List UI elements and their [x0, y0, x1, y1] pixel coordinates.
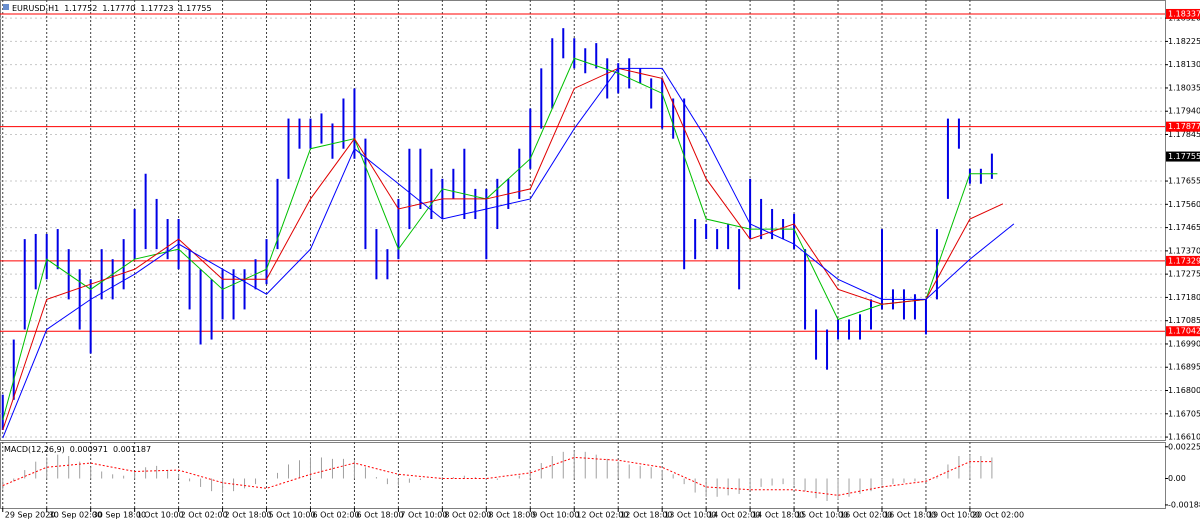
level-label: 1.17329: [1168, 256, 1200, 265]
header-value: 0.000971: [70, 445, 108, 454]
x-tick-label: 6 Oct 02:00: [312, 511, 359, 520]
y-tick-label: 1.17845: [1168, 130, 1200, 139]
y-tick-label: 1.17370: [1168, 246, 1200, 255]
header-title: MACD(12,26,9): [4, 445, 65, 454]
chart-icon: [3, 4, 9, 10]
x-tick-label: 14 Oct 02:00: [708, 511, 760, 520]
chart-header: EURUSD,H1 1.17752 1.17770 1.17723 1.17755: [12, 4, 212, 13]
x-tick-label: 16 Oct 02:00: [840, 511, 892, 520]
x-tick-label: 7 Oct 10:00: [400, 511, 447, 520]
y-tick-label: 0.00: [1168, 474, 1186, 483]
x-tick-label: 6 Oct 18:00: [356, 511, 403, 520]
x-tick-label: 12 Oct 02:00: [576, 511, 628, 520]
header-value: 1.17723: [140, 4, 173, 13]
level-label: 1.17877: [1168, 122, 1200, 131]
header-value: 1.17770: [102, 4, 135, 13]
signal-line: [2, 456, 992, 496]
y-tick-label: 1.18130: [1168, 60, 1200, 69]
y-tick-label: 1.17560: [1168, 200, 1200, 209]
y-tick-label: 1.17940: [1168, 107, 1200, 116]
x-tick-label: 2 Oct 02:00: [181, 511, 228, 520]
x-tick-label: 16 Oct 18:00: [884, 511, 936, 520]
level-label-box: [1166, 255, 1200, 266]
level-label-box: [1166, 8, 1200, 19]
x-tick-label: 14 Oct 18:00: [752, 511, 804, 520]
level-label-box: [1166, 326, 1200, 337]
level-label: 1.18337: [1168, 9, 1200, 18]
moving-average: [2, 57, 998, 421]
moving-average: [2, 67, 1004, 431]
x-tick-label: 19 Oct 10:00: [928, 511, 980, 520]
header-value: 1.17755: [179, 4, 212, 13]
y-tick-label: 1.17655: [1168, 177, 1200, 186]
x-tick-label: 5 Oct 10:00: [269, 511, 316, 520]
y-tick-label: 1.16990: [1168, 339, 1200, 348]
x-tick-label: 9 Oct 10:00: [532, 511, 579, 520]
x-tick-label: 8 Oct 18:00: [488, 511, 535, 520]
header-title: EURUSD,H1: [12, 4, 59, 13]
x-tick-label: 2 Oct 18:00: [225, 511, 272, 520]
x-tick-label: 15 Oct 10:00: [796, 511, 848, 520]
header-value: 0.001187: [113, 445, 151, 454]
x-tick-label: 29 Sep 2020: [5, 511, 56, 520]
level-label-box: [1166, 121, 1200, 132]
x-tick-label: 20 Oct 02:00: [972, 511, 1024, 520]
y-tick-label: 1.18225: [1168, 37, 1200, 46]
y-tick-label: 1.16800: [1168, 386, 1200, 395]
y-tick-label: 1.16610: [1168, 433, 1200, 442]
macd-header: MACD(12,26,9) 0.000971 0.001187: [4, 445, 151, 454]
level-label: 1.17042: [1168, 327, 1200, 336]
x-tick-label: 8 Oct 02:00: [444, 511, 491, 520]
y-tick-label: 1.16705: [1168, 409, 1200, 418]
y-tick-label: 1.16895: [1168, 363, 1200, 372]
y-tick-label: 1.17085: [1168, 316, 1200, 325]
moving-average: [2, 67, 1015, 439]
y-tick-label: 1.17275: [1168, 270, 1200, 279]
current-price-box: [1166, 151, 1200, 162]
y-tick-label: -0.001882: [1168, 500, 1200, 509]
x-tick-label: 12 Oct 18:00: [620, 511, 672, 520]
x-tick-label: 30 Sep 18:00: [93, 511, 146, 520]
y-tick-label: 1.17465: [1168, 223, 1200, 232]
x-tick-label: 13 Oct 10:00: [664, 511, 716, 520]
x-tick-label: 1 Oct 10:00: [137, 511, 184, 520]
macd-panel: [0, 442, 1166, 509]
y-tick-label: 1.18035: [1168, 83, 1200, 92]
y-tick-label: 1.17180: [1168, 293, 1200, 302]
current-price-label: 1.17755: [1168, 152, 1200, 161]
price-panel: [0, 0, 1166, 441]
header-value: 1.17752: [64, 4, 97, 13]
x-tick-label: 30 Sep 02:00: [49, 511, 102, 520]
y-tick-label: 0.002259: [1168, 442, 1200, 451]
